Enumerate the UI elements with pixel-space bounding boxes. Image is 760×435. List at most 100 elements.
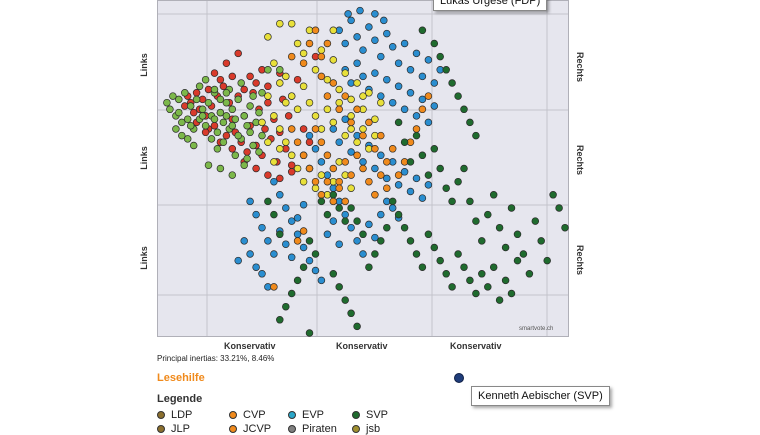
scatter-point-gruene[interactable] [216, 164, 225, 173]
scatter-point-svp[interactable] [507, 204, 516, 212]
scatter-point-fdp[interactable] [335, 240, 343, 248]
scatter-point-fdp[interactable] [383, 29, 391, 38]
scatter-point-fdp[interactable] [430, 102, 439, 110]
scatter-point-fdp[interactable] [353, 237, 361, 245]
scatter-point-glp[interactable] [311, 66, 320, 74]
scatter-point-svp[interactable] [329, 191, 338, 199]
scatter-point-fdp[interactable] [424, 56, 433, 64]
scatter-point-gruene[interactable] [222, 89, 231, 97]
scatter-point-fdp[interactable] [383, 174, 391, 183]
scatter-point-gruene[interactable] [255, 108, 263, 117]
scatter-point-fdp[interactable] [347, 16, 355, 25]
scatter-point-svp[interactable] [472, 131, 480, 140]
legend-item-jsb[interactable]: jsb [352, 423, 380, 435]
scatter-point-glp[interactable] [305, 98, 314, 107]
scatter-point-gruene[interactable] [186, 102, 195, 110]
scatter-point-glp[interactable] [287, 92, 296, 100]
scatter-point-fdp[interactable] [311, 145, 320, 153]
scatter-point-svp[interactable] [501, 243, 510, 252]
scatter-point-gruene[interactable] [216, 95, 225, 104]
scatter-point-svp[interactable] [519, 250, 528, 258]
scatter-point-svp[interactable] [394, 210, 403, 219]
scatter-point-glp[interactable] [276, 19, 284, 28]
scatter-point-fdp[interactable] [412, 174, 421, 183]
scatter-point-fdp[interactable] [377, 210, 385, 219]
scatter-point-fdp[interactable] [412, 49, 421, 58]
scatter-point-fdp[interactable] [394, 82, 403, 91]
scatter-point-fdp[interactable] [299, 200, 308, 209]
scatter-point-svp[interactable] [305, 329, 314, 337]
scatter-point-svp[interactable] [311, 250, 320, 258]
scatter-point-fdp[interactable] [394, 181, 403, 189]
scatter-point-fdp[interactable] [388, 98, 397, 107]
scatter-point-cvp[interactable] [341, 197, 349, 206]
scatter-point-cvp[interactable] [305, 39, 314, 48]
scatter-point-fdp[interactable] [270, 250, 278, 258]
scatter-point-fdp[interactable] [287, 253, 296, 262]
scatter-point-fdp[interactable] [353, 59, 361, 67]
scatter-point-glp[interactable] [317, 46, 326, 54]
scatter-point-fdp[interactable] [418, 194, 427, 202]
scatter-point-gruene[interactable] [172, 125, 180, 133]
scatter-point-cvp[interactable] [388, 145, 397, 153]
scatter-point-cvp[interactable] [311, 26, 320, 35]
scatter-point-svp[interactable] [472, 289, 480, 298]
scatter-point-svp[interactable] [388, 197, 397, 206]
legend-item-jlp[interactable]: JLP [157, 423, 190, 435]
scatter-point-gruene[interactable] [195, 82, 204, 91]
scatter-point-sp[interactable] [228, 72, 237, 81]
scatter-point-svp[interactable] [287, 289, 296, 298]
scatter-point-glp[interactable] [264, 92, 272, 100]
scatter-point-gruene[interactable] [276, 66, 284, 74]
scatter-point-svp[interactable] [531, 217, 540, 225]
scatter-point-svp[interactable] [495, 296, 504, 304]
scatter-point-gruene[interactable] [234, 95, 242, 104]
scatter-point-gruene[interactable] [258, 89, 266, 97]
scatter-point-fdp[interactable] [335, 138, 343, 146]
scatter-point-gruene[interactable] [222, 112, 231, 120]
scatter-point-glp[interactable] [282, 98, 290, 107]
scatter-point-cvp[interactable] [323, 151, 332, 160]
scatter-point-svp[interactable] [365, 263, 373, 271]
scatter-point-svp[interactable] [513, 230, 522, 239]
scatter-point-glp[interactable] [299, 82, 308, 91]
scatter-point-gruene[interactable] [169, 92, 177, 100]
scatter-point-glp[interactable] [347, 112, 355, 120]
scatter-point-gruene[interactable] [246, 102, 254, 110]
scatter-point-glp[interactable] [329, 118, 338, 127]
scatter-point-svp[interactable] [495, 223, 504, 232]
scatter-point-glp[interactable] [270, 112, 278, 120]
scatter-point-gruene[interactable] [189, 141, 198, 150]
scatter-point-fdp[interactable] [371, 164, 379, 173]
scatter-point-svp[interactable] [418, 263, 427, 271]
scatter-point-fdp[interactable] [305, 131, 314, 140]
legend-item-ldp[interactable]: LDP [157, 409, 192, 421]
scatter-point-gruene[interactable] [231, 115, 240, 123]
lesehilfe-link[interactable]: Lesehilfe [157, 372, 205, 384]
scatter-point-svp[interactable] [418, 26, 427, 35]
scatter-point-svp[interactable] [466, 276, 474, 285]
scatter-point-svp[interactable] [424, 230, 433, 239]
scatter-point-glp[interactable] [377, 98, 385, 107]
scatter-point-gruene[interactable] [228, 171, 237, 179]
scatter-point-cvp[interactable] [293, 138, 302, 146]
scatter-point-svp[interactable] [412, 131, 421, 140]
scatter-point-gruene[interactable] [204, 98, 213, 107]
scatter-point-svp[interactable] [484, 210, 492, 219]
scatter-point-fdp[interactable] [388, 43, 397, 51]
scatter-point-gruene[interactable] [249, 92, 257, 100]
scatter-point-svp[interactable] [353, 217, 361, 225]
scatter-point-glp[interactable] [276, 145, 284, 153]
legend-item-jcvp[interactable]: JCVP [229, 423, 271, 435]
scatter-point-cvp[interactable] [317, 138, 326, 146]
scatter-point-glp[interactable] [341, 69, 349, 77]
scatter-point-gruene[interactable] [216, 108, 225, 117]
scatter-point-glp[interactable] [293, 164, 302, 173]
scatter-point-gruene[interactable] [219, 138, 228, 146]
scatter-point-svp[interactable] [270, 210, 278, 219]
scatter-point-gruene[interactable] [181, 89, 189, 97]
scatter-point-svp[interactable] [549, 191, 557, 199]
scatter-point-cvp[interactable] [418, 105, 427, 114]
scatter-point-fdp[interactable] [323, 230, 332, 239]
scatter-point-svp[interactable] [293, 276, 302, 285]
